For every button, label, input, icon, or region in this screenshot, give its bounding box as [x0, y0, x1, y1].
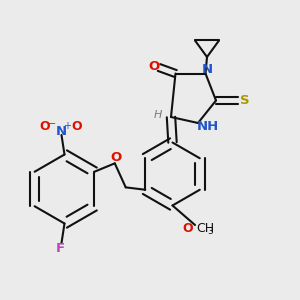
- Text: O: O: [148, 59, 159, 73]
- Text: N: N: [56, 124, 67, 138]
- Text: NH: NH: [196, 119, 219, 133]
- Text: F: F: [56, 242, 64, 255]
- Text: N: N: [201, 63, 213, 76]
- Text: O: O: [110, 152, 121, 164]
- Text: O: O: [72, 120, 83, 134]
- Text: CH: CH: [196, 222, 214, 235]
- Text: +: +: [63, 121, 71, 131]
- Text: H: H: [153, 110, 162, 121]
- Text: −: −: [47, 118, 56, 129]
- Text: O: O: [40, 120, 50, 134]
- Text: 3: 3: [207, 227, 213, 236]
- Text: S: S: [240, 94, 249, 107]
- Text: O: O: [183, 222, 194, 235]
